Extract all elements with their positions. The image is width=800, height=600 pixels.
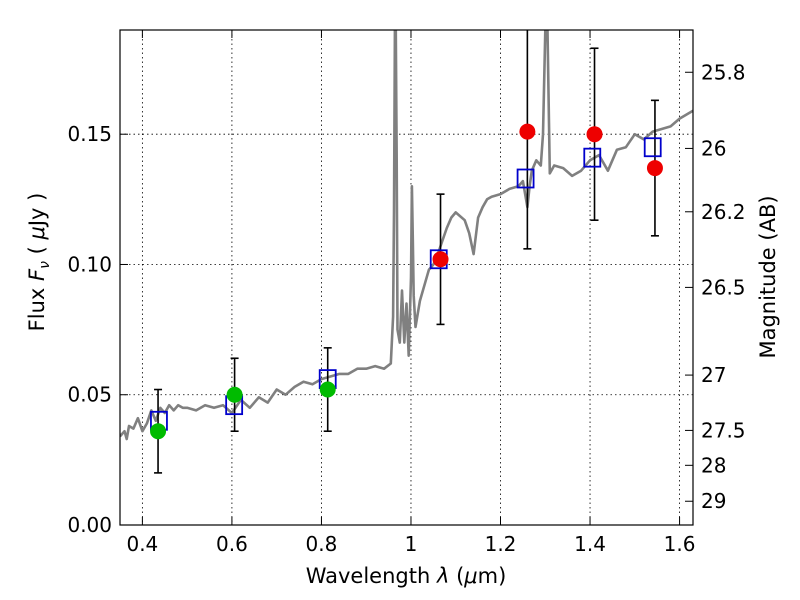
y-axis-title: Flux Fν ( μJy )	[25, 193, 53, 332]
x-tick-label: 0.8	[306, 532, 338, 556]
y-tick-label: 0.05	[67, 383, 112, 407]
x-tick-label: 1.6	[664, 532, 696, 556]
model-photometry-square	[643, 137, 662, 158]
y2-tick-label: 29	[701, 489, 726, 513]
y2-tick-label: 27.5	[701, 418, 746, 442]
plot-frame	[119, 29, 694, 526]
observed-point	[150, 423, 167, 440]
y2-tick-label: 26.2	[701, 200, 746, 224]
observed-point	[519, 123, 536, 140]
x-tick-label: 1.4	[574, 532, 606, 556]
y-tick-label: 0.15	[67, 122, 112, 146]
y-tick-label: 0.00	[67, 513, 112, 537]
y2-tick-label: 26.5	[701, 275, 746, 299]
observed-point	[586, 126, 603, 143]
observed-point	[319, 381, 336, 398]
x-axis-title: Wavelength λ (μm)	[306, 564, 507, 588]
model-photometry-square	[516, 168, 535, 189]
observed-point	[646, 160, 663, 177]
x-tick-label: 0.6	[216, 532, 248, 556]
x-tick-label: 1.2	[485, 532, 517, 556]
ticks: 0.4 0.6 0.8 1 1.2 1.4 1.6 0.00 0.05 0.10 0.15 25.8 2…	[67, 30, 746, 556]
model-photometry-square	[583, 147, 602, 168]
y2-tick-label: 27	[701, 363, 726, 387]
y2-tick-label: 25.8	[701, 60, 746, 84]
x-tick-label: 1	[405, 532, 418, 556]
observed-point	[432, 251, 449, 268]
observed-point	[226, 386, 243, 403]
y2-tick-label: 28	[701, 453, 726, 477]
x-tick-label: 0.4	[126, 532, 158, 556]
y2-axis-title: Magnitude (AB)	[756, 195, 780, 358]
spectrum-line	[120, 30, 693, 441]
y-tick-label: 0.10	[67, 252, 112, 276]
plot-background	[120, 30, 693, 525]
marker-layer	[150, 30, 663, 474]
spectrum-layer	[120, 30, 693, 441]
y2-tick-label: 26	[701, 136, 726, 160]
